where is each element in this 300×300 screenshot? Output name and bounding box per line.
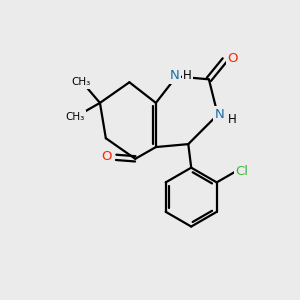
Text: N: N bbox=[214, 108, 224, 121]
Text: H: H bbox=[183, 69, 192, 82]
Text: O: O bbox=[228, 52, 238, 65]
Text: O: O bbox=[101, 150, 112, 163]
Text: CH₃: CH₃ bbox=[66, 112, 85, 122]
Text: N: N bbox=[170, 69, 180, 82]
Text: Cl: Cl bbox=[236, 165, 248, 178]
Text: CH₃: CH₃ bbox=[72, 77, 91, 87]
Text: H: H bbox=[227, 113, 236, 127]
